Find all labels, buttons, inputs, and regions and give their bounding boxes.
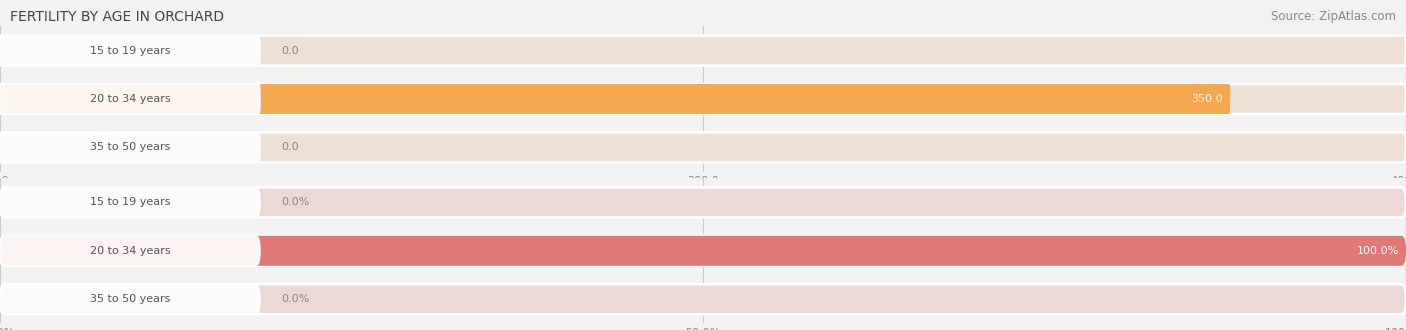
Text: 0.0: 0.0	[281, 46, 299, 55]
Text: 15 to 19 years: 15 to 19 years	[90, 197, 170, 207]
Text: 20 to 34 years: 20 to 34 years	[90, 94, 170, 104]
FancyBboxPatch shape	[0, 236, 260, 266]
FancyBboxPatch shape	[0, 84, 260, 114]
Text: 0.0%: 0.0%	[281, 294, 309, 304]
FancyBboxPatch shape	[0, 84, 1230, 114]
FancyBboxPatch shape	[0, 187, 1406, 217]
FancyBboxPatch shape	[0, 132, 260, 162]
Text: FERTILITY BY AGE IN ORCHARD: FERTILITY BY AGE IN ORCHARD	[10, 10, 224, 24]
Text: 35 to 50 years: 35 to 50 years	[90, 294, 170, 304]
FancyBboxPatch shape	[0, 132, 1406, 162]
Text: 35 to 50 years: 35 to 50 years	[90, 143, 170, 152]
FancyBboxPatch shape	[0, 36, 1406, 66]
FancyBboxPatch shape	[0, 284, 1406, 314]
FancyBboxPatch shape	[0, 236, 1406, 266]
FancyBboxPatch shape	[0, 236, 1406, 266]
FancyBboxPatch shape	[0, 187, 260, 217]
Text: 0.0: 0.0	[281, 143, 299, 152]
Text: 20 to 34 years: 20 to 34 years	[90, 246, 170, 256]
Text: 100.0%: 100.0%	[1357, 246, 1399, 256]
FancyBboxPatch shape	[0, 84, 1406, 114]
FancyBboxPatch shape	[0, 284, 260, 314]
Text: 15 to 19 years: 15 to 19 years	[90, 46, 170, 55]
Text: Source: ZipAtlas.com: Source: ZipAtlas.com	[1271, 10, 1396, 23]
Text: 0.0%: 0.0%	[281, 197, 309, 207]
FancyBboxPatch shape	[0, 36, 260, 66]
Text: 350.0: 350.0	[1192, 94, 1223, 104]
